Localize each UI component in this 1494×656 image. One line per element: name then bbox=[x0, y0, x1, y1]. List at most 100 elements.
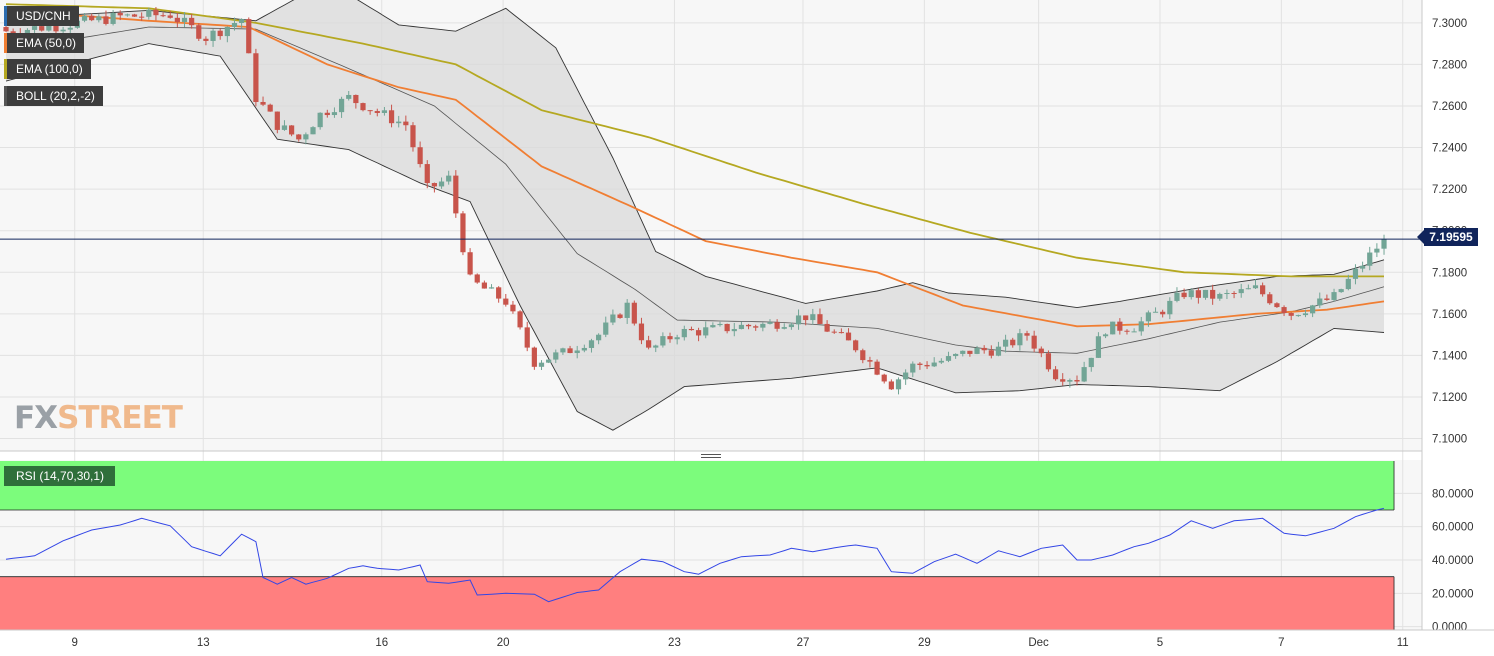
time-tick-label: 16 bbox=[375, 637, 388, 649]
legend-ema50[interactable]: EMA (50,0) bbox=[4, 33, 85, 53]
candle-body bbox=[1052, 369, 1059, 380]
candle-body bbox=[1245, 288, 1251, 290]
candle-body bbox=[981, 347, 987, 351]
legend-symbol[interactable]: USD/CNH bbox=[4, 6, 79, 26]
candle-body bbox=[824, 323, 830, 332]
candle-body bbox=[1274, 303, 1280, 308]
candle-body bbox=[1010, 339, 1016, 346]
candle-body bbox=[124, 14, 130, 16]
candle-body bbox=[1117, 321, 1123, 331]
candle-body bbox=[803, 315, 809, 321]
rsi-tick-label: 20.0000 bbox=[1432, 588, 1474, 600]
legend-ema100[interactable]: EMA (100,0) bbox=[4, 59, 91, 79]
candle-body bbox=[231, 22, 238, 27]
time-tick-label: 27 bbox=[797, 637, 810, 649]
candle-body bbox=[60, 29, 66, 32]
candle-body bbox=[1374, 248, 1380, 253]
candle-body bbox=[24, 29, 31, 35]
candle-body bbox=[346, 94, 352, 99]
candle-body bbox=[1024, 333, 1030, 336]
candle-body bbox=[1352, 268, 1359, 279]
candle-body bbox=[410, 125, 416, 148]
candle-body bbox=[296, 134, 302, 140]
candle-body bbox=[1088, 357, 1094, 368]
candle-body bbox=[667, 336, 673, 340]
price-tick-label: 7.2600 bbox=[1432, 101, 1467, 113]
candle-body bbox=[774, 322, 780, 329]
candle-body bbox=[881, 374, 887, 382]
candle-body bbox=[524, 327, 530, 348]
candle-body bbox=[388, 110, 395, 124]
candle-body bbox=[1031, 335, 1037, 349]
candle-body bbox=[396, 121, 402, 124]
candle-body bbox=[210, 30, 216, 41]
candle-body bbox=[331, 112, 338, 116]
candle-body bbox=[624, 302, 630, 318]
candle-body bbox=[224, 26, 230, 37]
candle-body bbox=[260, 101, 266, 105]
candle-body bbox=[560, 348, 566, 353]
candle-body bbox=[131, 14, 138, 17]
candle-body bbox=[703, 327, 709, 336]
candle-body bbox=[1281, 307, 1287, 313]
candle-body bbox=[53, 25, 59, 32]
candle-body bbox=[153, 9, 159, 16]
boll-swatch bbox=[4, 86, 7, 106]
candle-body bbox=[581, 347, 587, 351]
candle-body bbox=[781, 327, 787, 329]
candle-body bbox=[831, 331, 837, 333]
candle-body bbox=[1131, 331, 1137, 333]
candle-body bbox=[96, 16, 102, 21]
legend-boll[interactable]: BOLL (20,2,-2) bbox=[4, 86, 103, 106]
candle-body bbox=[674, 337, 680, 340]
candle-body bbox=[488, 287, 495, 289]
candle-body bbox=[588, 340, 595, 348]
candle-body bbox=[1174, 292, 1180, 301]
candle-body bbox=[574, 350, 580, 354]
candle-body bbox=[617, 314, 623, 318]
candle-body bbox=[1152, 311, 1159, 313]
candle-body bbox=[603, 322, 609, 335]
candle-body bbox=[1110, 321, 1116, 335]
candle-body bbox=[1317, 298, 1323, 306]
time-tick-label: 9 bbox=[71, 637, 77, 649]
rsi-tick-label: 80.0000 bbox=[1432, 488, 1474, 500]
candle-body bbox=[424, 164, 430, 184]
candle-body bbox=[960, 350, 966, 354]
panel-resize-handle[interactable] bbox=[701, 454, 721, 460]
candle-body bbox=[845, 332, 852, 341]
candle-body bbox=[874, 361, 880, 375]
candle-body bbox=[1138, 321, 1144, 332]
candle-body bbox=[181, 17, 188, 22]
candle-body bbox=[474, 274, 480, 283]
price-tick-label: 7.2800 bbox=[1432, 59, 1467, 71]
candle-body bbox=[1331, 292, 1337, 300]
candle-body bbox=[1188, 290, 1194, 298]
candle-body bbox=[1038, 348, 1044, 354]
candle-body bbox=[1345, 278, 1351, 290]
candle-body bbox=[567, 348, 573, 354]
candle-body bbox=[146, 9, 152, 17]
candle-body bbox=[1267, 294, 1273, 304]
candle-body bbox=[496, 287, 502, 299]
candle-body bbox=[1202, 289, 1209, 298]
legend-rsi[interactable]: RSI (14,70,30,1) bbox=[4, 466, 115, 486]
candle-body bbox=[988, 350, 994, 356]
candle-body bbox=[303, 134, 309, 140]
candle-body bbox=[196, 25, 202, 39]
candle-body bbox=[374, 111, 380, 113]
candle-body bbox=[745, 324, 752, 327]
candle-body bbox=[10, 31, 16, 34]
candle-body bbox=[324, 112, 330, 116]
candle-body bbox=[646, 340, 652, 348]
candle-body bbox=[1160, 311, 1166, 315]
candle-body bbox=[1338, 289, 1344, 293]
candle-body bbox=[139, 16, 145, 18]
rsi-oversold-zone bbox=[0, 576, 1395, 630]
candlesticks bbox=[3, 7, 1387, 395]
candle-body bbox=[460, 213, 466, 253]
candle-body bbox=[631, 302, 637, 324]
candle-body bbox=[167, 15, 173, 18]
candle-body bbox=[1195, 290, 1201, 298]
